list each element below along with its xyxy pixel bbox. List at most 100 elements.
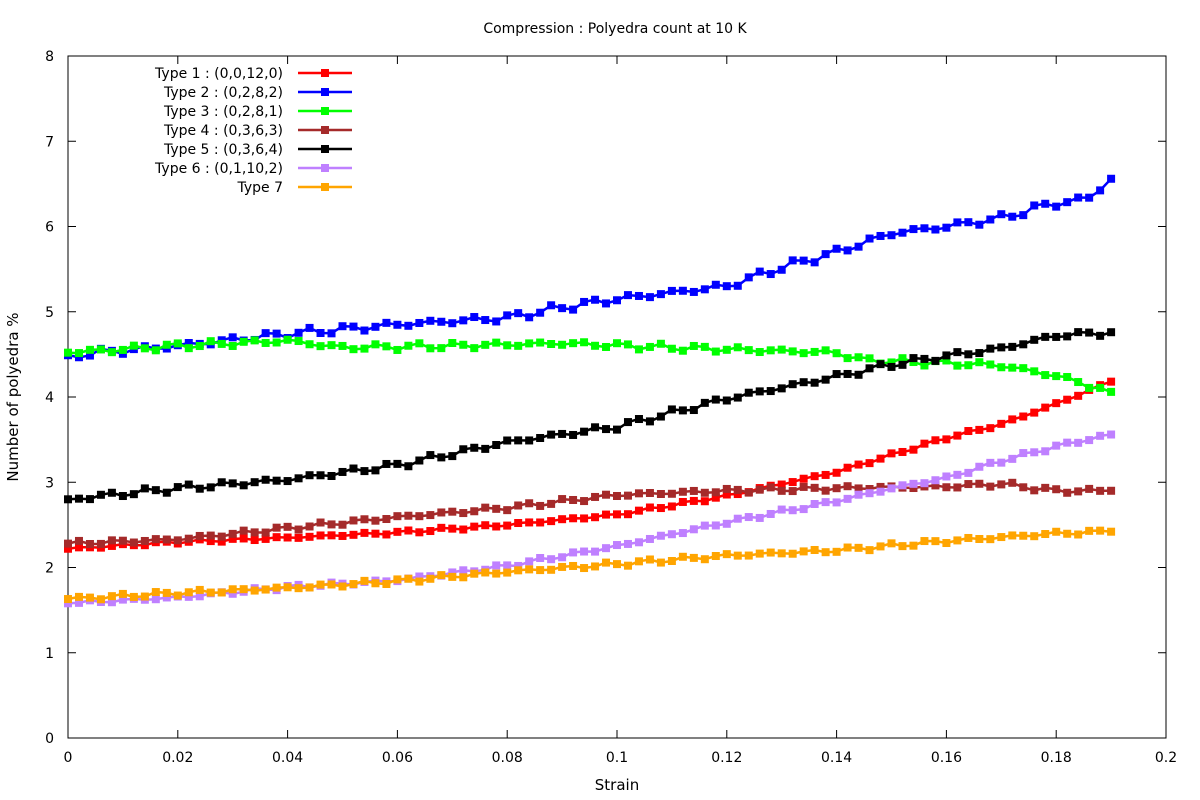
data-point <box>854 370 863 379</box>
data-point <box>997 458 1006 467</box>
data-point <box>316 342 325 351</box>
data-point <box>1063 332 1072 341</box>
data-point <box>327 471 336 480</box>
data-point <box>514 561 523 570</box>
data-point <box>448 507 457 516</box>
data-point <box>1008 478 1017 487</box>
data-point <box>85 495 94 504</box>
data-point <box>470 313 479 322</box>
data-point <box>195 484 204 493</box>
data-point <box>85 539 94 548</box>
data-point <box>250 528 259 537</box>
data-point <box>536 501 545 510</box>
data-point <box>1063 488 1072 497</box>
data-point <box>964 361 973 370</box>
data-point <box>986 535 995 544</box>
legend-label: Type 7 <box>236 180 283 196</box>
data-point <box>975 220 984 229</box>
data-point <box>569 339 578 348</box>
data-point <box>239 481 248 490</box>
data-point <box>931 356 940 365</box>
data-point <box>1030 201 1039 210</box>
y-axis-label: Number of polyedra % <box>4 312 22 481</box>
data-point <box>1052 372 1061 381</box>
data-point <box>931 476 940 485</box>
data-point <box>85 351 94 360</box>
data-point <box>250 536 259 545</box>
data-point <box>547 517 556 526</box>
data-point <box>305 522 314 531</box>
data-point <box>591 492 600 501</box>
data-point <box>942 356 951 365</box>
legend-marker <box>321 88 329 96</box>
data-point <box>536 338 545 347</box>
data-point <box>766 509 775 518</box>
data-point <box>1085 383 1094 392</box>
data-point <box>964 218 973 227</box>
data-point <box>1074 530 1083 539</box>
legend-label: Type 4 : (0,3,6,3) <box>163 123 283 139</box>
data-point <box>272 583 281 592</box>
data-point <box>799 474 808 483</box>
data-point <box>514 566 523 575</box>
data-point <box>371 466 380 475</box>
data-point <box>711 521 720 530</box>
y-tick-label: 0 <box>45 731 54 747</box>
data-point <box>338 531 347 540</box>
data-point <box>953 536 962 545</box>
data-point <box>1096 431 1105 440</box>
data-point <box>986 360 995 369</box>
data-point <box>272 476 281 485</box>
data-point <box>162 535 171 544</box>
data-point <box>360 528 369 537</box>
data-point <box>777 549 786 558</box>
data-point <box>1107 174 1116 183</box>
data-point <box>667 405 676 414</box>
data-point <box>437 453 446 462</box>
x-axis-label: Strain <box>595 776 639 794</box>
data-point <box>272 523 281 532</box>
data-point <box>623 340 632 349</box>
data-point <box>217 339 226 348</box>
data-point <box>184 592 193 601</box>
data-point <box>591 295 600 304</box>
data-point <box>722 519 731 528</box>
data-point <box>1041 332 1050 341</box>
data-point <box>338 341 347 350</box>
data-point <box>294 525 303 534</box>
data-point <box>678 346 687 355</box>
data-point <box>448 568 457 577</box>
data-point <box>821 486 830 495</box>
data-point <box>766 346 775 355</box>
data-point <box>766 387 775 396</box>
data-point <box>525 499 534 508</box>
data-point <box>558 304 567 313</box>
data-point <box>1085 526 1094 535</box>
data-point <box>700 488 709 497</box>
data-point <box>689 525 698 534</box>
data-point <box>634 489 643 498</box>
data-point <box>711 347 720 356</box>
data-point <box>74 598 83 607</box>
data-point <box>283 477 292 486</box>
data-point <box>261 585 270 594</box>
data-point <box>843 246 852 255</box>
data-point <box>997 533 1006 542</box>
data-point <box>1107 430 1116 439</box>
data-point <box>415 572 424 581</box>
data-point <box>799 349 808 358</box>
data-point <box>821 375 830 384</box>
data-point <box>503 521 512 530</box>
y-tick-label: 6 <box>45 220 54 236</box>
data-point <box>997 480 1006 489</box>
data-point <box>96 539 105 548</box>
data-point <box>437 523 446 532</box>
data-point <box>1008 363 1017 372</box>
data-point <box>964 533 973 542</box>
data-point <box>755 348 764 357</box>
data-point <box>634 538 643 547</box>
data-point <box>481 521 490 530</box>
data-point <box>107 536 116 545</box>
data-point <box>173 536 182 545</box>
data-point <box>1008 531 1017 540</box>
